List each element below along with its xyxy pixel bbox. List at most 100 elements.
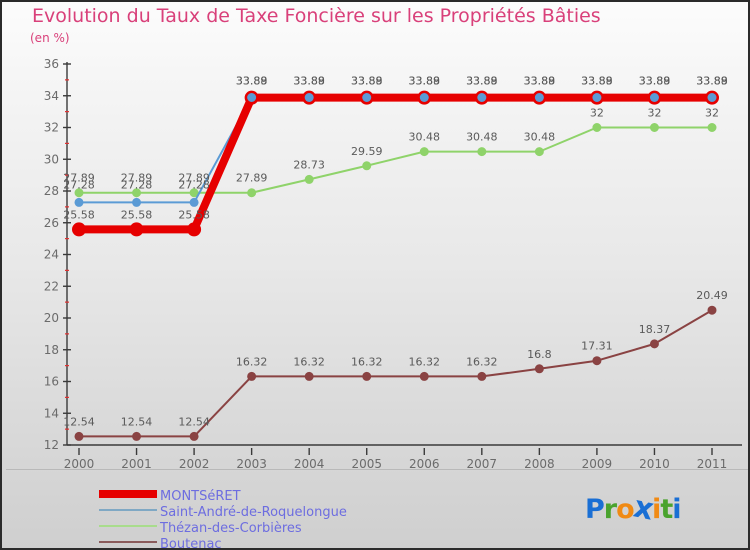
- logo-letter-4: i: [652, 494, 661, 525]
- data-label: 33.89: [639, 74, 671, 87]
- legend-label-0[interactable]: MONTSéRET: [160, 489, 241, 504]
- data-label: 33.88: [293, 75, 325, 88]
- page-title: Evolution du Taux de Taxe Foncière sur l…: [32, 5, 601, 27]
- data-point[interactable]: [477, 371, 487, 381]
- data-label: 33.88: [236, 75, 268, 88]
- data-point[interactable]: [477, 92, 487, 102]
- data-label: 33.89: [466, 74, 498, 87]
- data-label: 27.28: [63, 178, 95, 191]
- data-label: 16.32: [409, 355, 441, 368]
- data-point[interactable]: [74, 431, 84, 441]
- data-point[interactable]: [72, 222, 86, 237]
- data-label: 27.28: [121, 178, 153, 191]
- data-label: 33.89: [293, 74, 325, 87]
- data-point[interactable]: [534, 364, 544, 374]
- data-point[interactable]: [707, 305, 717, 315]
- data-label: 12.54: [63, 415, 95, 428]
- data-point[interactable]: [649, 123, 659, 132]
- data-label: 32: [705, 107, 719, 120]
- logo-letter-6: i: [672, 494, 681, 525]
- y-tick-label: 24: [44, 248, 59, 262]
- logo-letter-1: r: [603, 494, 617, 525]
- x-tick-label: 2001: [121, 457, 152, 471]
- legend-divider: [6, 469, 748, 470]
- data-label: 16.32: [293, 355, 325, 368]
- data-point[interactable]: [534, 147, 544, 157]
- y-tick-label: 26: [44, 216, 59, 230]
- data-label: 33.89: [351, 74, 383, 87]
- data-label: 33.88: [639, 75, 671, 88]
- legend-label-1[interactable]: Saint-André-de-Roquelongue: [160, 505, 347, 520]
- series-line: [78, 96, 713, 204]
- data-point[interactable]: [247, 188, 257, 198]
- data-point[interactable]: [189, 188, 199, 198]
- data-point[interactable]: [362, 161, 372, 171]
- legend-label-3[interactable]: Boutenac: [160, 537, 222, 550]
- data-point[interactable]: [304, 92, 314, 102]
- data-point[interactable]: [132, 197, 142, 207]
- data-label: 30.48: [524, 131, 556, 144]
- series-2: [74, 123, 717, 198]
- data-point[interactable]: [189, 431, 199, 441]
- data-point[interactable]: [592, 92, 602, 102]
- data-point[interactable]: [247, 92, 257, 102]
- chart-unit-subtitle: (en %): [30, 31, 70, 45]
- data-point[interactable]: [707, 92, 717, 102]
- data-label: 33.89: [236, 74, 268, 87]
- data-label: 33.88: [524, 75, 556, 88]
- series-line: [78, 126, 713, 194]
- data-point[interactable]: [362, 371, 372, 381]
- data-point[interactable]: [592, 356, 602, 366]
- x-tick-label: 2011: [697, 457, 728, 471]
- legend-label-2[interactable]: Thézan-des-Corbières: [159, 521, 302, 536]
- data-label: 33.88: [409, 75, 441, 88]
- data-point[interactable]: [187, 222, 202, 237]
- data-label: 33.89: [696, 74, 728, 87]
- data-point[interactable]: [649, 339, 659, 349]
- data-label: 32: [647, 107, 661, 120]
- y-tick-label: 32: [44, 121, 59, 135]
- data-label: 30.48: [466, 131, 498, 144]
- data-point[interactable]: [534, 92, 544, 102]
- series-1: [74, 92, 717, 207]
- series-line: [78, 309, 713, 438]
- data-point[interactable]: [477, 147, 487, 157]
- data-point[interactable]: [132, 188, 142, 198]
- data-point[interactable]: [129, 222, 144, 237]
- data-point[interactable]: [419, 92, 429, 102]
- data-point[interactable]: [247, 371, 257, 381]
- x-tick-label: 2007: [467, 457, 498, 471]
- x-tick-label: 2006: [409, 457, 440, 471]
- data-point[interactable]: [304, 174, 314, 184]
- data-point[interactable]: [132, 431, 142, 441]
- data-label: 12.54: [121, 415, 153, 428]
- data-label: 25.58: [121, 208, 153, 221]
- data-point[interactable]: [419, 371, 429, 381]
- y-tick-label: 30: [44, 152, 59, 166]
- data-point[interactable]: [74, 188, 84, 198]
- data-point[interactable]: [419, 147, 429, 157]
- data-label: 17.31: [581, 340, 613, 353]
- data-label: 16.32: [236, 355, 268, 368]
- data-label: 16.32: [466, 355, 498, 368]
- data-label: 33.89: [409, 74, 441, 87]
- data-point[interactable]: [592, 123, 602, 132]
- data-point[interactable]: [189, 197, 199, 207]
- data-label: 25.58: [178, 208, 210, 221]
- y-tick-label: 12: [44, 438, 59, 452]
- value-labels-group: 25.58 25.58 25.58 33.88 33.88 33.88 33.88 33.88…: [63, 74, 728, 428]
- data-label: 33.88: [581, 75, 613, 88]
- y-tick-label: 16: [44, 375, 59, 389]
- data-label: 32: [590, 107, 604, 120]
- data-point[interactable]: [362, 92, 372, 102]
- data-point[interactable]: [304, 371, 314, 381]
- data-point[interactable]: [707, 123, 717, 132]
- y-tick-label: 28: [44, 184, 59, 198]
- y-tick-label: 22: [44, 279, 59, 293]
- data-point[interactable]: [649, 92, 659, 102]
- proxiti-logo[interactable]: Proxiti: [585, 489, 682, 527]
- data-point[interactable]: [74, 197, 84, 207]
- x-tick-label: 2002: [179, 457, 210, 471]
